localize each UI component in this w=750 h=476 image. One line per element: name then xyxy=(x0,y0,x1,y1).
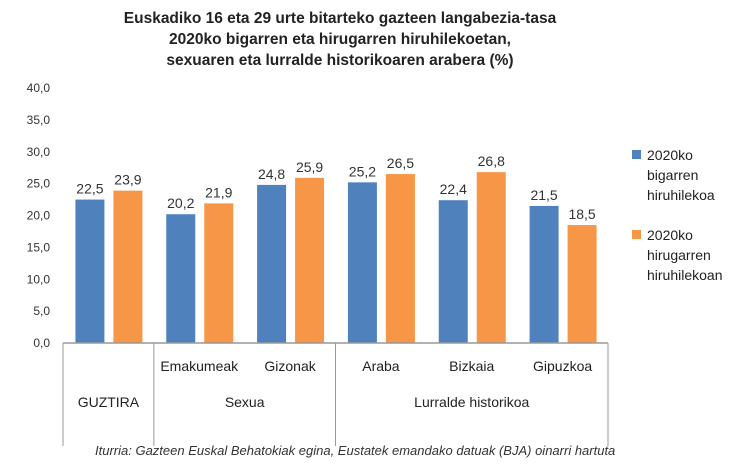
group-label: GUZTIRA xyxy=(78,394,140,410)
y-tick-label: 30,0 xyxy=(27,145,51,159)
group-label: Lurralde historikoa xyxy=(414,394,529,410)
y-tick-label: 25,0 xyxy=(27,177,51,191)
title-line: Euskadiko 16 eta 29 urte bitarteko gazte… xyxy=(123,10,557,27)
data-label: 26,5 xyxy=(387,155,414,171)
data-label: 25,9 xyxy=(296,159,323,175)
legend-label: hirugarren xyxy=(647,247,711,263)
legend-swatch xyxy=(632,150,641,159)
bar xyxy=(295,177,325,343)
category-label: Emakumeak xyxy=(160,358,239,374)
category-label: Bizkaia xyxy=(449,358,494,374)
y-tick-label: 40,0 xyxy=(27,81,51,95)
bar xyxy=(385,174,415,343)
data-label: 18,5 xyxy=(568,206,595,222)
bar xyxy=(529,205,559,343)
data-label: 23,9 xyxy=(114,172,141,188)
legend-swatch xyxy=(632,230,641,239)
y-tick-label: 35,0 xyxy=(27,113,51,127)
title-line: 2020ko bigarren eta hirugarren hiruhilek… xyxy=(169,31,511,48)
category-label: Araba xyxy=(362,358,400,374)
data-label: 26,8 xyxy=(478,153,505,169)
y-tick-label: 20,0 xyxy=(27,209,51,223)
title-line: sexuaren eta lurralde historikoaren arab… xyxy=(166,52,514,69)
bar xyxy=(113,190,143,343)
source-note: Iturria: Gazteen Euskal Behatokiak egina… xyxy=(95,443,616,458)
chart-title: Euskadiko 16 eta 29 urte bitarteko gazte… xyxy=(0,8,680,71)
bar xyxy=(347,182,377,343)
bar xyxy=(476,172,506,343)
y-tick-label: 15,0 xyxy=(27,240,51,254)
data-label: 21,5 xyxy=(530,187,557,203)
data-label: 21,9 xyxy=(205,184,232,200)
legend-label: hiruhilekoa xyxy=(647,187,715,203)
category-label: Gizonak xyxy=(264,358,316,374)
category-label: Gipuzkoa xyxy=(533,358,592,374)
bar xyxy=(75,199,105,343)
bar xyxy=(166,214,196,343)
bar xyxy=(204,203,234,343)
bar xyxy=(567,225,597,343)
data-label: 22,4 xyxy=(440,181,467,197)
data-label: 24,8 xyxy=(258,166,285,182)
data-label: 22,5 xyxy=(76,181,103,197)
legend-label: 2020ko xyxy=(647,227,693,243)
bar xyxy=(438,200,468,343)
group-label: Sexua xyxy=(225,394,265,410)
bar xyxy=(257,184,287,343)
legend-label: 2020ko xyxy=(647,147,693,163)
legend-label: bigarren xyxy=(647,167,698,183)
data-label: 25,2 xyxy=(349,163,376,179)
y-tick-label: 5,0 xyxy=(33,304,50,318)
y-tick-label: 10,0 xyxy=(27,272,51,286)
y-tick-label: 0,0 xyxy=(33,336,50,350)
legend-label: hiruhilekoan xyxy=(647,267,723,283)
data-label: 20,2 xyxy=(167,195,194,211)
